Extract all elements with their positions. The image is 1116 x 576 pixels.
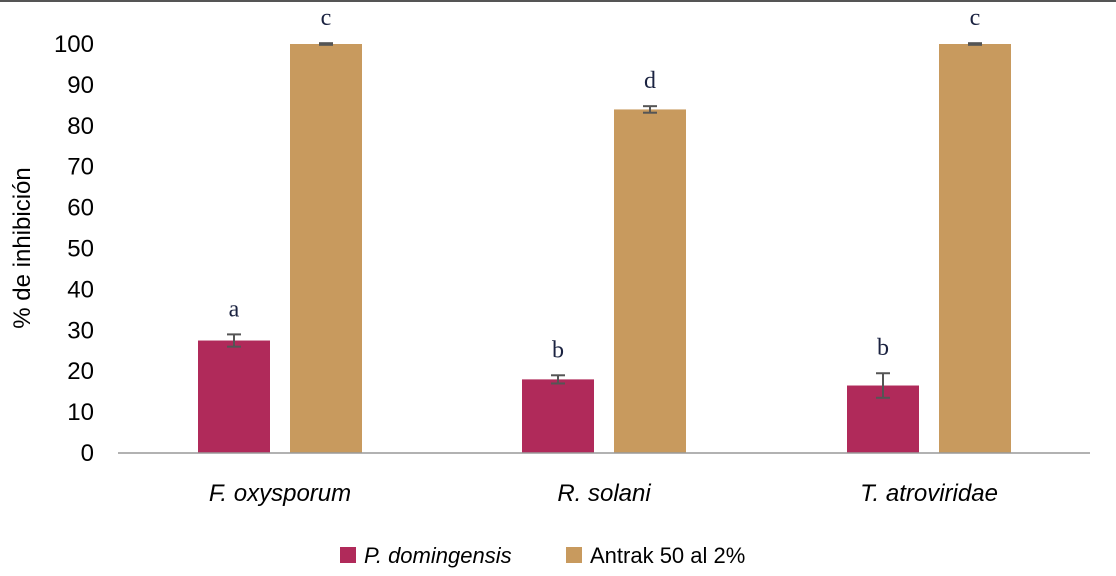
y-tick-label-40: 40 <box>67 276 94 303</box>
significance-letter-antrak-50-al-2-r-solani: d <box>644 68 656 94</box>
error-bar-antrak-50-al-2-f-oxysporum <box>319 42 333 46</box>
bar-antrak-50-al-2-t-atroviridae <box>939 44 1011 453</box>
error-bars <box>227 42 982 399</box>
significance-letter-p-domingensis-r-solani: b <box>552 337 564 363</box>
y-tick-label-50: 50 <box>67 236 94 263</box>
y-tick-label-90: 90 <box>67 72 94 99</box>
error-bar-p-domingensis-f-oxysporum <box>227 333 241 348</box>
bar-p-domingensis-f-oxysporum <box>198 340 270 453</box>
y-tick-label-0: 0 <box>81 440 94 467</box>
error-bar-antrak-50-al-2-r-solani <box>643 105 657 114</box>
y-tick-label-30: 30 <box>67 317 94 344</box>
significance-letter-antrak-50-al-2-t-atroviridae: c <box>970 5 981 31</box>
y-axis-ticks: 0 10 20 30 40 50 60 70 80 90 100 <box>54 31 94 467</box>
y-tick-label-20: 20 <box>67 358 94 385</box>
legend: P. domingensis Antrak 50 al 2% <box>340 543 745 568</box>
y-tick-label-70: 70 <box>67 154 94 181</box>
y-tick-label-60: 60 <box>67 195 94 222</box>
bar-antrak-50-al-2-f-oxysporum <box>290 44 362 453</box>
legend-swatch-p-domingensis <box>340 547 356 563</box>
significance-letter-p-domingensis-t-atroviridae: b <box>877 335 889 361</box>
y-tick-label-100: 100 <box>54 31 94 58</box>
legend-label-p-domingensis: P. domingensis <box>364 543 512 568</box>
y-tick-label-80: 80 <box>67 113 94 140</box>
category-label-r-solani: R. solani <box>557 480 651 507</box>
bars <box>198 44 1011 453</box>
y-tick-label-10: 10 <box>67 399 94 426</box>
legend-swatch-antrak <box>566 547 582 563</box>
category-labels: F. oxysporum R. solani T. atroviridae <box>209 480 998 507</box>
category-label-f-oxysporum: F. oxysporum <box>209 480 351 507</box>
error-bar-p-domingensis-t-atroviridae <box>876 372 890 399</box>
category-label-t-atroviridae: T. atroviridae <box>860 480 998 507</box>
legend-label-antrak: Antrak 50 al 2% <box>590 543 745 568</box>
significance-letter-p-domingensis-f-oxysporum: a <box>229 296 240 322</box>
error-bar-antrak-50-al-2-t-atroviridae <box>968 42 982 46</box>
bar-p-domingensis-r-solani <box>522 379 594 453</box>
significance-letter-antrak-50-al-2-f-oxysporum: c <box>321 5 332 31</box>
y-axis-label: % de inhibición <box>9 167 36 328</box>
significance-letters: a b b c d c <box>229 5 981 363</box>
error-bar-p-domingensis-r-solani <box>551 374 565 385</box>
bar-antrak-50-al-2-r-solani <box>614 109 686 453</box>
